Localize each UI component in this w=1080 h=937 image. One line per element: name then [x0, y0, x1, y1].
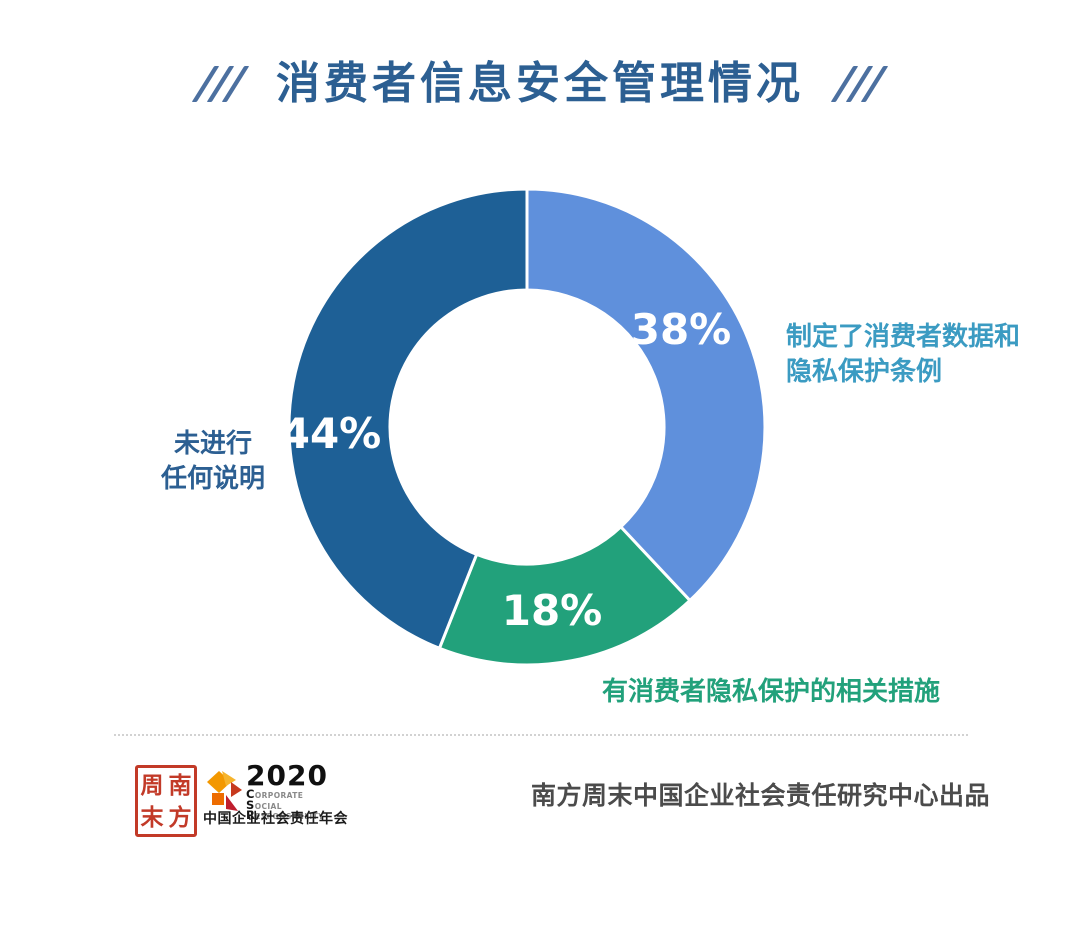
annotation-bottom: 有消费者隐私保护的相关措施: [602, 677, 941, 707]
seal-char: 周: [140, 771, 164, 799]
annotation-right: 制定了消费者数据和 隐私保护条例: [786, 320, 1020, 390]
slice-value-label: 18%: [501, 586, 603, 635]
seal-char: 末: [140, 803, 164, 831]
annotation-left-line2: 任何说明: [160, 464, 265, 494]
annotation-left-line1: 未进行: [173, 429, 252, 459]
seal-char: 方: [168, 803, 192, 831]
csr-logo-text: 2020 CORPORATE SOCIAL RESPONSIBILITY: [246, 759, 328, 823]
csr-word-line: CORPORATE: [246, 787, 304, 801]
title-row: 消费者信息安全管理情况: [0, 58, 1080, 109]
csr-word-line: SOCIAL: [246, 797, 282, 812]
slice-value-label: 44%: [280, 409, 382, 458]
dotted-divider: [114, 734, 968, 736]
csr-annual-meeting-logo: 2020 CORPORATE SOCIAL RESPONSIBILITY: [205, 762, 328, 822]
annotation-right-line2: 隐私保护条例: [786, 357, 943, 387]
southern-weekly-seal-logo: 周 南 末 方: [135, 765, 197, 837]
csr-subtitle: 中国企业社会责任年会: [203, 811, 348, 827]
donut-slice: [437, 525, 692, 667]
slice-value-label: 38%: [630, 305, 732, 354]
page-title: 消费者信息安全管理情况: [276, 58, 804, 109]
csr-r-glyph-icon: [207, 771, 242, 811]
csr-year: 2020: [246, 759, 328, 792]
annotation-left: 未进行 任何说明: [150, 427, 276, 497]
seal-char: 南: [168, 771, 192, 799]
csr-word-line: RESPONSIBILITY: [246, 808, 324, 822]
donut-slice: [287, 187, 529, 650]
credit-text: 南方周末中国企业社会责任研究中心出品: [531, 781, 991, 810]
donut-slice: [525, 187, 767, 602]
annotation-right-line1: 制定了消费者数据和: [786, 322, 1021, 352]
